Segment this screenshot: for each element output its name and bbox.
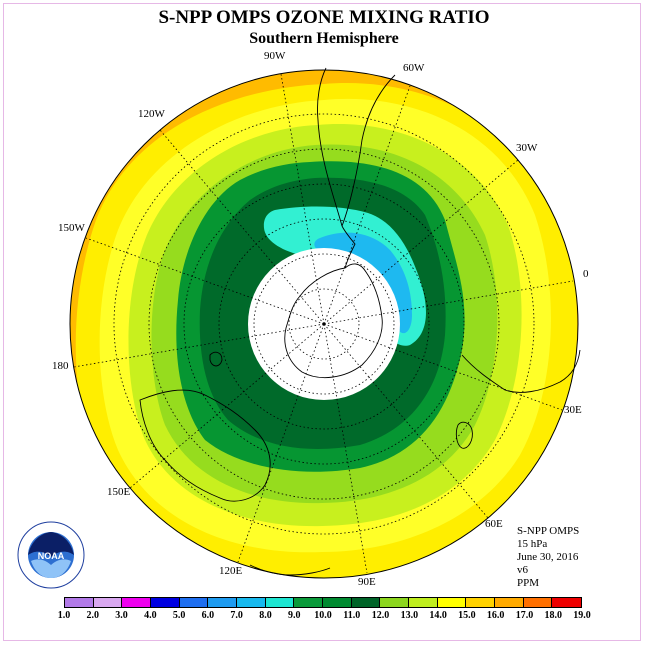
noaa-logo-text: NOAA <box>38 551 65 561</box>
legend-swatch <box>552 598 582 607</box>
new-zealand-coastline <box>209 351 223 367</box>
lon-label-150w: 150W <box>58 222 85 234</box>
legend-swatch <box>351 598 381 607</box>
graticule <box>73 73 574 574</box>
south-america-coastline <box>317 67 343 227</box>
coastlines <box>139 67 581 576</box>
lon-label-150e: 150E <box>107 486 131 498</box>
legend-swatch <box>466 598 496 607</box>
legend-tick-label: 6.0 <box>201 610 215 621</box>
info-instrument: S-NPP OMPS <box>517 525 580 537</box>
info-version: v6 <box>517 564 528 576</box>
antarctica-coastline <box>284 263 383 378</box>
ozone-band-7 <box>314 232 412 334</box>
lon-label-30e: 30E <box>564 404 582 416</box>
lon-label-90w: 90W <box>264 50 286 62</box>
legend-swatch <box>294 598 324 607</box>
info-date: June 30, 2016 <box>517 551 579 563</box>
antarctic-peninsula <box>341 225 356 269</box>
map-subtitle: Southern Hemisphere <box>249 30 399 47</box>
legend-tick-label: 10.0 <box>314 610 332 621</box>
lon-label-30w: 30W <box>516 142 538 154</box>
legend-swatch <box>323 598 352 607</box>
legend-swatch <box>380 598 410 607</box>
lon-label-0: 0 <box>583 268 589 280</box>
legend-tick-label: 4.0 <box>144 610 157 621</box>
lon-label-180: 180 <box>52 360 69 372</box>
legend-tick-label: 16.0 <box>486 610 505 621</box>
info-units: PPM <box>517 577 540 589</box>
lon-label-60w: 60W <box>403 62 425 74</box>
legend-ticks: 1.0 2.0 3.0 4.0 5.0 6.0 7.0 8.0 9.0 10.0 11.0 12.0 1… <box>0 610 648 624</box>
noaa-logo-icon: NOAA <box>17 521 85 589</box>
legend-tick-label: 1.0 <box>57 610 71 621</box>
legend-swatch <box>437 598 467 607</box>
legend-tick-label: 11.0 <box>343 610 361 621</box>
legend-swatch <box>523 598 553 607</box>
legend-tick-label: 9.0 <box>287 610 301 621</box>
legend-swatch <box>151 598 180 607</box>
legend-tick-label: 8.0 <box>259 610 272 621</box>
legend-swatch <box>179 598 209 607</box>
legend-swatch <box>122 598 152 607</box>
image-frame <box>3 3 641 641</box>
lon-label-120w: 120W <box>138 108 165 120</box>
lon-label-90e: 90E <box>358 576 376 588</box>
legend-swatch <box>237 598 266 607</box>
map-title: S-NPP OMPS OZONE MIXING RATIO <box>158 7 490 28</box>
legend-tick-label: 14.0 <box>429 610 447 621</box>
lon-label-60e: 60E <box>485 518 503 530</box>
lon-label-120e: 120E <box>219 565 243 577</box>
legend-tick-label: 12.0 <box>371 610 390 621</box>
south-america-east-coast <box>341 74 396 227</box>
legend-swatch <box>93 598 123 607</box>
legend-tick-label: 3.0 <box>115 610 128 621</box>
australia-coastline <box>139 389 271 502</box>
color-legend <box>64 597 582 608</box>
legend-tick-label: 18.0 <box>544 610 562 621</box>
legend-tick-label: 13.0 <box>400 610 419 621</box>
legend-swatch <box>409 598 438 607</box>
south-pole-marker <box>322 322 326 326</box>
legend-tick-label: 19.0 <box>573 610 591 621</box>
legend-tick-label: 7.0 <box>230 610 243 621</box>
map-border <box>69 69 579 579</box>
legend-tick-label: 17.0 <box>515 610 534 621</box>
legend-tick-label: 2.0 <box>86 610 100 621</box>
legend-tick-label: 5.0 <box>172 610 186 621</box>
indonesia-coastline <box>249 564 331 576</box>
legend-swatch <box>495 598 524 607</box>
legend-tick-label: 15.0 <box>458 610 476 621</box>
legend-swatch <box>265 598 295 607</box>
info-panel: S-NPP OMPS 15 hPa June 30, 2016 v6 PPM <box>517 525 579 590</box>
legend-swatch <box>208 598 238 607</box>
info-level: 15 hPa <box>517 538 548 550</box>
legend-swatch <box>65 598 94 607</box>
